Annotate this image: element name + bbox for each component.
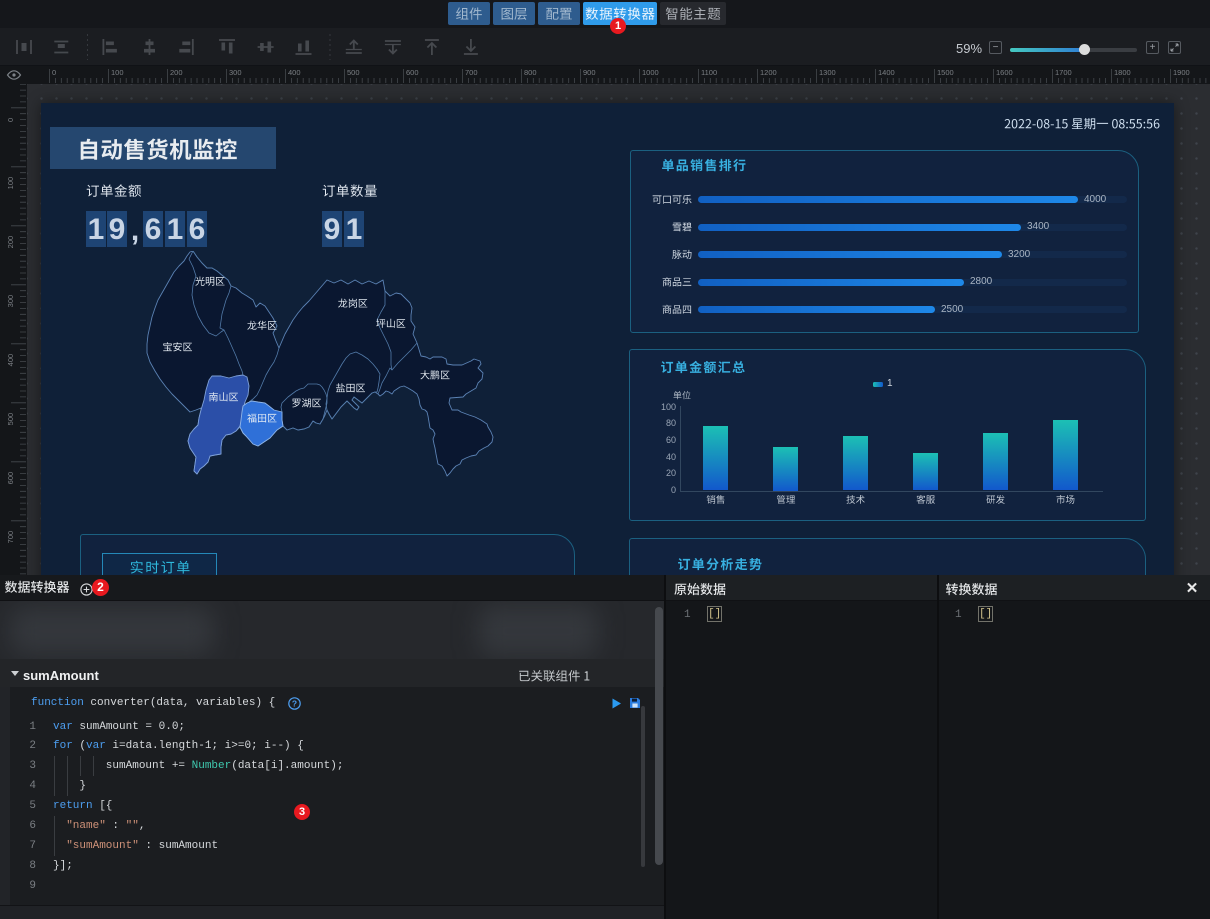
svg-text:1900: 1900	[1173, 68, 1190, 77]
svg-text:300: 300	[6, 295, 15, 308]
svg-text:1100: 1100	[701, 68, 717, 77]
svg-text:600: 600	[6, 472, 15, 485]
svg-text:800: 800	[524, 68, 537, 77]
svg-text:0: 0	[6, 118, 15, 122]
svg-text:600: 600	[406, 68, 419, 77]
svg-text:1400: 1400	[878, 68, 895, 77]
svg-text:1200: 1200	[760, 68, 777, 77]
svg-text:1700: 1700	[1055, 68, 1072, 77]
svg-text:1300: 1300	[819, 68, 836, 77]
svg-text:700: 700	[6, 531, 15, 544]
svg-text:0: 0	[52, 68, 56, 77]
svg-text:500: 500	[6, 413, 15, 426]
svg-text:?: ?	[292, 699, 297, 709]
svg-text:400: 400	[288, 68, 301, 77]
svg-text:100: 100	[6, 177, 15, 190]
svg-text:1800: 1800	[1114, 68, 1131, 77]
svg-text:1000: 1000	[642, 68, 659, 77]
svg-text:300: 300	[229, 68, 242, 77]
svg-text:700: 700	[465, 68, 478, 77]
svg-text:900: 900	[583, 68, 596, 77]
svg-text:200: 200	[170, 68, 183, 77]
svg-text:200: 200	[6, 236, 15, 249]
svg-text:100: 100	[111, 68, 124, 77]
svg-text:1500: 1500	[937, 68, 954, 77]
svg-text:500: 500	[347, 68, 360, 77]
svg-text:1600: 1600	[996, 68, 1013, 77]
svg-text:400: 400	[6, 354, 15, 367]
